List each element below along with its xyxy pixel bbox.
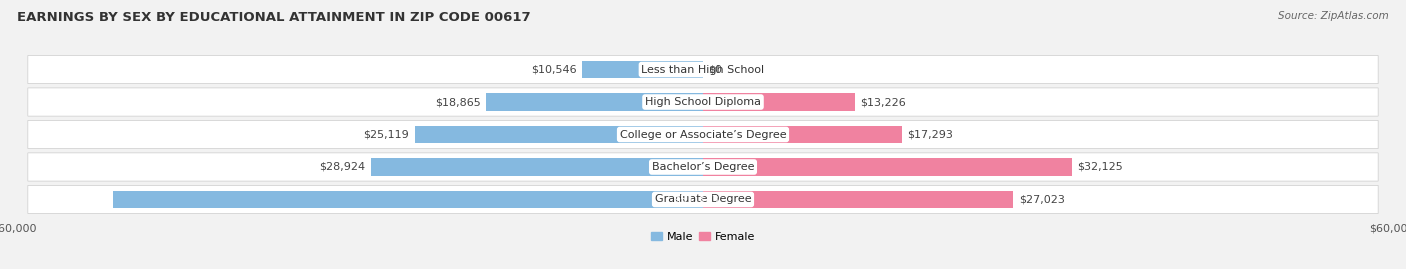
Text: $18,865: $18,865 [434, 97, 481, 107]
Text: EARNINGS BY SEX BY EDUCATIONAL ATTAINMENT IN ZIP CODE 00617: EARNINGS BY SEX BY EDUCATIONAL ATTAINMEN… [17, 11, 530, 24]
Bar [371, 158, 703, 176]
Legend: Male, Female: Male, Female [647, 227, 759, 246]
FancyBboxPatch shape [28, 88, 1378, 116]
FancyBboxPatch shape [28, 185, 1378, 214]
FancyBboxPatch shape [28, 121, 1378, 148]
Text: $32,125: $32,125 [1077, 162, 1123, 172]
Text: $27,023: $27,023 [1019, 194, 1064, 204]
Bar [703, 158, 1071, 176]
Bar [582, 61, 703, 79]
FancyBboxPatch shape [28, 153, 1378, 181]
Bar [703, 126, 901, 143]
Text: Source: ZipAtlas.com: Source: ZipAtlas.com [1278, 11, 1389, 21]
Text: $0: $0 [709, 65, 723, 75]
Text: $25,119: $25,119 [363, 129, 409, 140]
FancyBboxPatch shape [28, 55, 1378, 84]
Text: High School Diploma: High School Diploma [645, 97, 761, 107]
Text: $28,924: $28,924 [319, 162, 366, 172]
Bar [486, 93, 703, 111]
Text: $51,373: $51,373 [673, 194, 718, 204]
Text: $10,546: $10,546 [531, 65, 576, 75]
Text: $13,226: $13,226 [860, 97, 905, 107]
Text: Less than High School: Less than High School [641, 65, 765, 75]
Bar [415, 126, 703, 143]
Text: College or Associate’s Degree: College or Associate’s Degree [620, 129, 786, 140]
Text: Bachelor’s Degree: Bachelor’s Degree [652, 162, 754, 172]
Text: $17,293: $17,293 [907, 129, 953, 140]
Bar [112, 190, 703, 208]
Bar [703, 190, 1014, 208]
Text: Graduate Degree: Graduate Degree [655, 194, 751, 204]
Bar [703, 93, 855, 111]
